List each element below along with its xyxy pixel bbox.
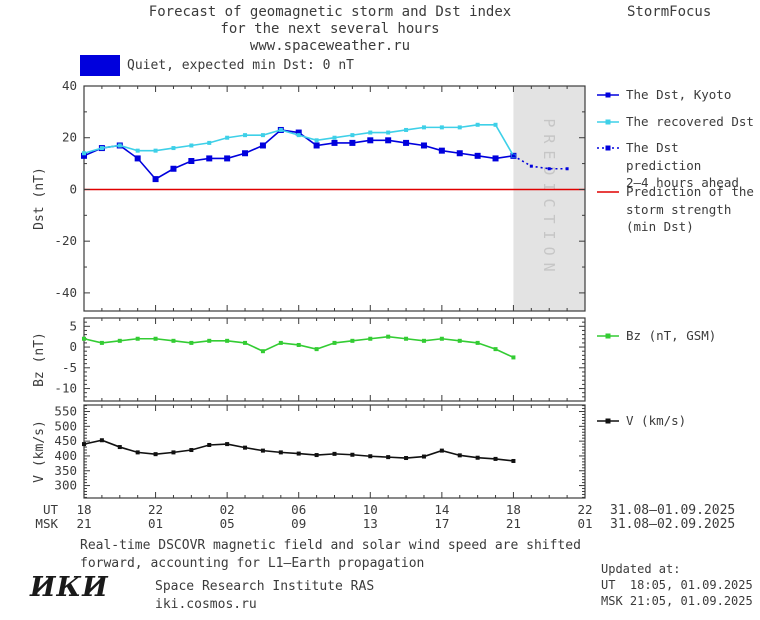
- dst-kyoto-legend-icon: [597, 92, 619, 98]
- msk-date-range: 31.08—02.09.2025: [610, 517, 735, 532]
- legend-v-label: V (km/s): [626, 413, 687, 428]
- bz-frame: [83, 317, 586, 402]
- dst-plot: PREDICTION 40 20 0 -20 -40 Dst (nT): [32, 78, 586, 312]
- svg-text:300: 300: [54, 478, 77, 493]
- svg-text:13: 13: [363, 516, 378, 531]
- svg-text:02: 02: [220, 502, 235, 517]
- legend-v: V (km/s): [596, 412, 686, 430]
- svg-text:01: 01: [577, 516, 592, 531]
- svg-text:21: 21: [76, 516, 91, 531]
- dst-prediction-legend-icon: [597, 145, 619, 151]
- iki-logo: ИКИ: [30, 572, 109, 603]
- svg-text:500: 500: [54, 418, 77, 433]
- legend-storm-line1: Prediction of the: [626, 184, 754, 199]
- bz-y-axis-label: Bz (nT): [32, 332, 47, 387]
- legend-dst-kyoto: The Dst, Kyoto: [596, 86, 731, 104]
- brand-stormfocus: StormFocus: [627, 4, 712, 20]
- v-y-axis-label: V (km/s): [32, 420, 47, 483]
- legend-dst-prediction: The Dst prediction 2–4 hours ahead: [596, 139, 760, 192]
- svg-text:5: 5: [69, 318, 77, 333]
- svg-text:40: 40: [62, 78, 77, 93]
- v-frame: [83, 404, 586, 499]
- dst-prediction-line: [513, 155, 568, 170]
- svg-text:22: 22: [148, 502, 163, 517]
- svg-text:0: 0: [69, 181, 77, 196]
- svg-text:20: 20: [62, 130, 77, 145]
- svg-text:-20: -20: [54, 233, 77, 248]
- svg-text:21: 21: [506, 516, 521, 531]
- storm-strength-legend-icon: [597, 191, 619, 193]
- msk-row-label: MSK: [35, 516, 58, 531]
- svg-text:0: 0: [69, 339, 77, 354]
- dst-kyoto-line: [83, 129, 514, 181]
- institute-name: Space Research Institute RAS: [155, 579, 375, 594]
- svg-text:350: 350: [54, 463, 77, 478]
- ut-date-range: 31.08—01.09.2025: [610, 503, 735, 518]
- bz-plot: 5 0 -5 -10 Bz (nT): [32, 317, 586, 402]
- legend-storm-strength-label: Prediction of the storm strength (min Ds…: [626, 183, 754, 236]
- footnote-line2: forward, accounting for L1—Earth propaga…: [80, 556, 425, 571]
- legend-recovered-dst: The recovered Dst: [596, 113, 754, 131]
- header-title-block: Forecast of geomagnetic storm and Dst in…: [0, 4, 660, 55]
- legend-bz-label: Bz (nT, GSM): [626, 328, 717, 343]
- bz-gsm-line: [83, 335, 514, 359]
- page-subtitle: for the next several hours: [220, 21, 440, 37]
- prediction-band-label: PREDICTION: [540, 118, 558, 278]
- institute-site: iki.cosmos.ru: [155, 597, 257, 612]
- svg-text:18: 18: [506, 502, 521, 517]
- legend-dst-prediction-line1: The Dst prediction: [626, 140, 702, 173]
- svg-text:-10: -10: [54, 381, 77, 396]
- recovered-dst-legend-icon: [597, 119, 619, 125]
- ut-row-label: UT: [43, 502, 59, 517]
- svg-text:01: 01: [148, 516, 163, 531]
- updated-msk: MSK 21:05, 01.09.2025: [601, 594, 753, 608]
- svg-text:05: 05: [220, 516, 235, 531]
- page-title: Forecast of geomagnetic storm and Dst in…: [148, 4, 512, 20]
- svg-text:17: 17: [434, 516, 449, 531]
- legend-dst-kyoto-label: The Dst, Kyoto: [626, 87, 732, 102]
- quiet-status-label: Quiet, expected min Dst: 0 nT: [127, 58, 354, 73]
- source-url: www.spaceweather.ru: [249, 38, 411, 54]
- prediction-band: [513, 86, 585, 311]
- svg-text:550: 550: [54, 404, 77, 419]
- legend-recovered-dst-label: The recovered Dst: [626, 114, 754, 129]
- svg-text:06: 06: [291, 502, 306, 517]
- updated-ut: UT 18:05, 01.09.2025: [601, 578, 753, 592]
- dst-y-axis-label: Dst (nT): [32, 167, 47, 230]
- svg-text:400: 400: [54, 448, 77, 463]
- svg-text:18: 18: [76, 502, 91, 517]
- footnote-line1: Real-time DSCOVR magnetic field and sola…: [80, 538, 581, 553]
- dst-frame: [83, 85, 586, 312]
- svg-text:22: 22: [577, 502, 592, 517]
- legend-storm-line3: (min Dst): [626, 219, 694, 234]
- legend-storm-line2: storm strength: [626, 201, 732, 217]
- v-legend-icon: [597, 418, 619, 424]
- legend-storm-strength: Prediction of the storm strength (min Ds…: [596, 183, 754, 236]
- svg-text:14: 14: [434, 502, 449, 517]
- solar-wind-speed-line: [83, 439, 514, 462]
- svg-text:09: 09: [291, 516, 306, 531]
- legend-dst-prediction-label: The Dst prediction 2–4 hours ahead: [626, 139, 760, 192]
- legend-bz: Bz (nT, GSM): [596, 327, 716, 345]
- quiet-status-swatch: [80, 55, 120, 76]
- updated-at-label: Updated at:: [601, 562, 681, 576]
- svg-text:10: 10: [363, 502, 378, 517]
- legend-dst-prediction-line2: 2–4 hours ahead: [626, 175, 739, 190]
- svg-text:-40: -40: [54, 285, 77, 300]
- svg-text:-5: -5: [62, 360, 77, 375]
- svg-text:450: 450: [54, 433, 77, 448]
- bz-legend-icon: [597, 333, 619, 339]
